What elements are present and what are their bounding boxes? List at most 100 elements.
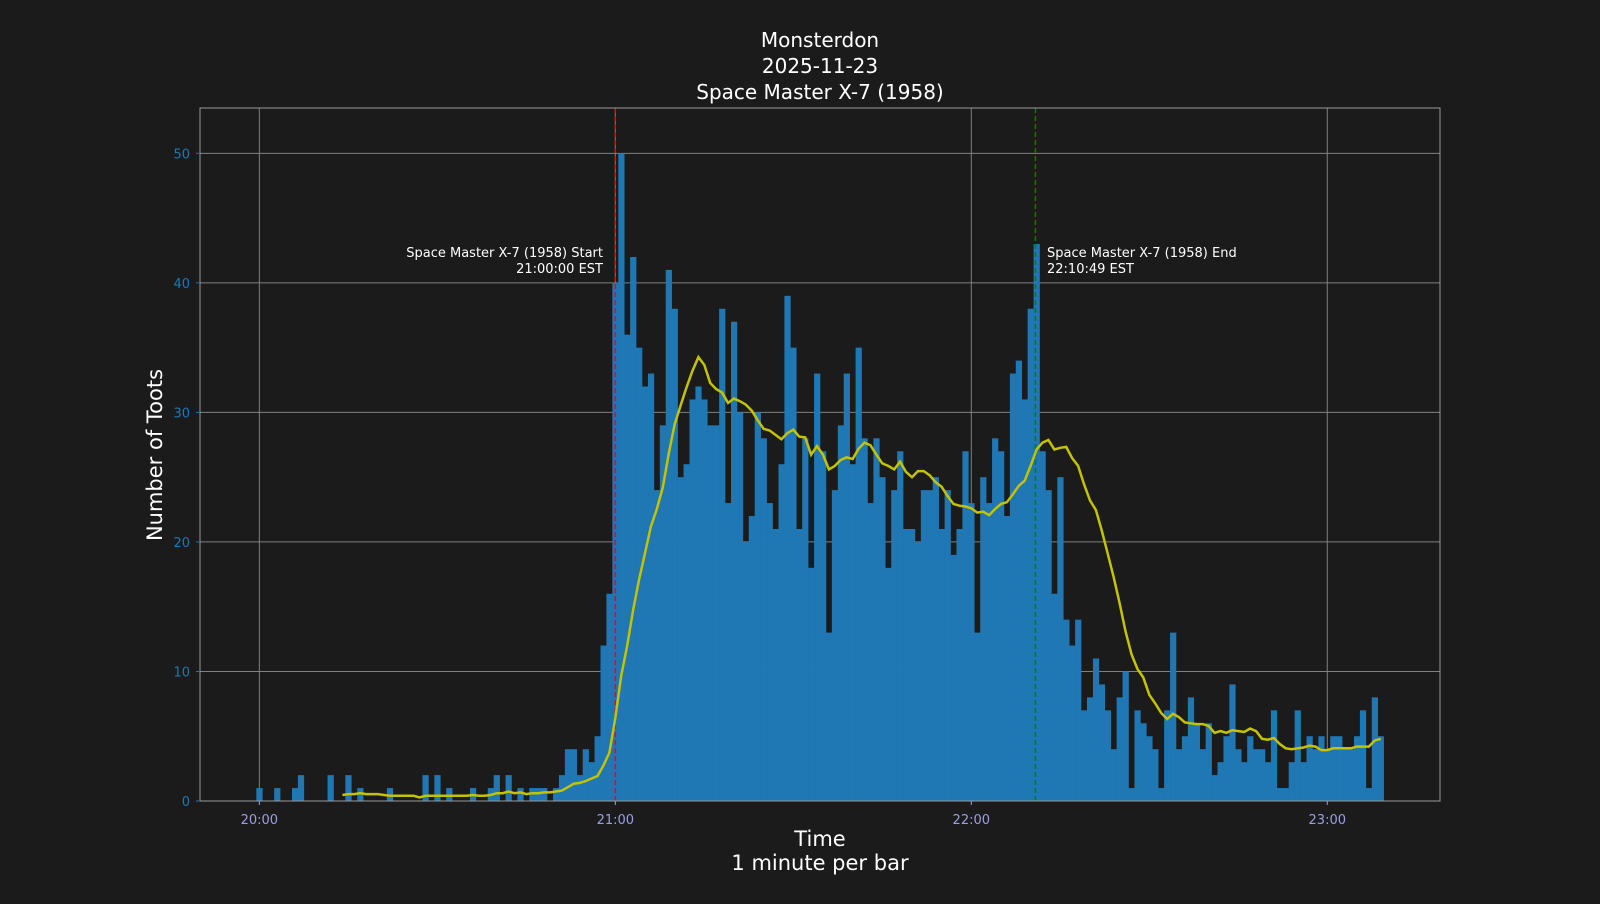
- x-axis-ticks: 20:00 21:00 22:00 23:00: [241, 801, 1346, 828]
- bar: [701, 399, 708, 801]
- bar: [974, 632, 981, 801]
- bar: [1342, 749, 1349, 801]
- bar: [802, 438, 809, 801]
- bar: [873, 438, 880, 801]
- bar: [736, 412, 744, 801]
- bar: [1348, 749, 1355, 801]
- bar: [297, 775, 305, 801]
- end-annotation-time: 22:10:49 EST: [1047, 262, 1134, 277]
- bar: [867, 503, 874, 801]
- bar: [600, 645, 607, 801]
- bar: [719, 308, 726, 801]
- bar: [576, 775, 583, 801]
- bar: [1187, 697, 1195, 801]
- bar: [891, 490, 898, 801]
- bar: [588, 762, 595, 801]
- bar: [291, 788, 299, 801]
- bar: [950, 554, 957, 801]
- bar: [493, 775, 500, 801]
- bar: [1336, 736, 1343, 801]
- bar: [1312, 749, 1319, 801]
- bar: [914, 541, 922, 801]
- bar: [992, 438, 999, 801]
- bar: [754, 412, 761, 801]
- bar: [820, 451, 827, 801]
- y-tick-label: 10: [173, 665, 190, 680]
- bar: [327, 775, 334, 801]
- bar: [790, 347, 797, 801]
- bar: [814, 373, 821, 801]
- bar: [1288, 762, 1295, 801]
- bar: [1259, 749, 1266, 801]
- bar: [742, 541, 750, 801]
- bar: [920, 490, 928, 801]
- bar: [446, 788, 453, 801]
- bar: [997, 451, 1005, 801]
- bar: [1069, 645, 1076, 801]
- bar: [1270, 710, 1278, 801]
- bar: [707, 425, 714, 801]
- bar: [725, 503, 732, 801]
- bar: [879, 477, 886, 801]
- bar: [1324, 749, 1331, 801]
- bar: [980, 477, 987, 801]
- bar: [1152, 749, 1159, 801]
- y-tick-label: 50: [173, 147, 190, 162]
- bar: [1241, 762, 1248, 801]
- bar: [553, 788, 560, 801]
- bar: [582, 749, 589, 801]
- bar: [772, 528, 779, 801]
- bar: [1175, 749, 1183, 801]
- bar: [1253, 749, 1260, 801]
- bar: [1039, 451, 1046, 801]
- bar: [1306, 736, 1313, 801]
- bar: [647, 373, 655, 801]
- moving-average-line: [342, 354, 1382, 799]
- bar: [1009, 373, 1017, 801]
- bar: [1276, 788, 1284, 801]
- bar: [713, 425, 720, 801]
- end-annotation-label: Space Master X-7 (1958) End: [1047, 246, 1237, 261]
- bar: [849, 464, 856, 801]
- bar: [962, 451, 969, 801]
- bar: [903, 528, 910, 801]
- bar: [659, 425, 667, 801]
- bar: [1146, 736, 1153, 801]
- bar: [1092, 658, 1100, 801]
- bar: [624, 334, 631, 801]
- bar: [1365, 788, 1373, 801]
- y-tick-label: 20: [173, 536, 190, 551]
- bar: [1294, 710, 1301, 801]
- bar: [1027, 308, 1034, 801]
- bar: [1075, 619, 1082, 801]
- bar: [345, 775, 352, 801]
- x-tick-label: 22:00: [953, 813, 990, 828]
- bar: [956, 528, 963, 801]
- bar: [1104, 710, 1112, 801]
- bar: [944, 490, 951, 801]
- bar: [1122, 671, 1129, 801]
- title-line-1: Monsterdon: [761, 28, 879, 52]
- bar: [1128, 788, 1135, 801]
- bar: [1282, 788, 1290, 801]
- bar: [748, 516, 756, 801]
- bar: [1359, 710, 1367, 801]
- bar: [695, 386, 702, 801]
- bar: [274, 788, 281, 801]
- bar: [357, 788, 364, 801]
- x-tick-label: 21:00: [597, 813, 634, 828]
- bar: [831, 490, 839, 801]
- bar: [689, 399, 696, 801]
- y-axis-ticks: 0 10 20 30 40 50: [173, 147, 200, 810]
- bar: [1021, 399, 1028, 801]
- bar: [422, 775, 429, 801]
- bar: [1086, 697, 1094, 801]
- bar: [1045, 490, 1052, 801]
- bar: [1264, 762, 1272, 801]
- bar: [1229, 684, 1236, 801]
- y-tick-label: 30: [173, 406, 190, 421]
- bar: [386, 788, 394, 801]
- bar: [564, 749, 572, 801]
- y-tick-label: 40: [173, 277, 190, 292]
- bar: [505, 775, 512, 801]
